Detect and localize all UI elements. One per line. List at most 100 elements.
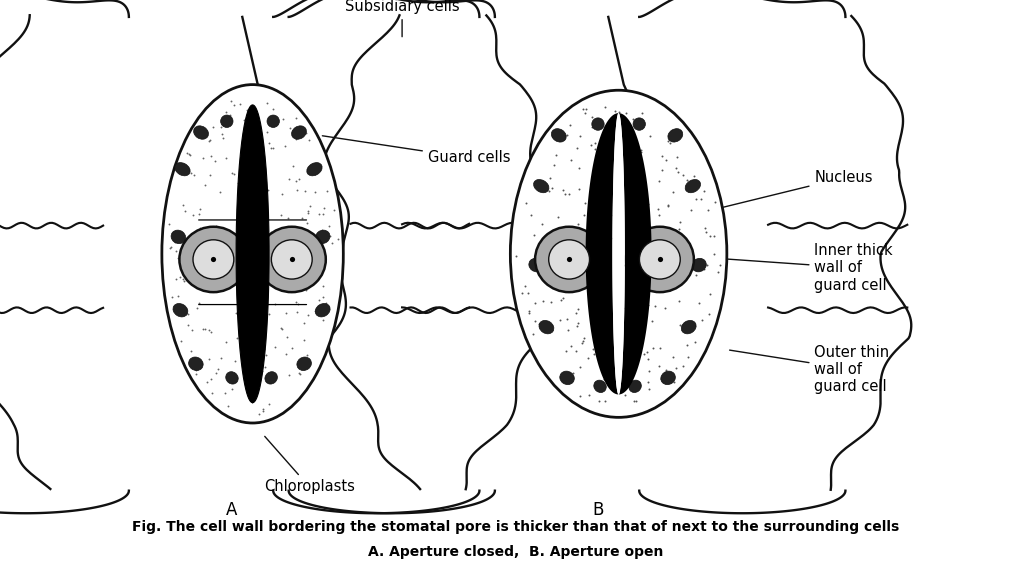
Point	[611, 385, 628, 394]
Point	[705, 232, 722, 241]
Point	[324, 239, 340, 248]
Point	[604, 342, 621, 351]
Point	[553, 230, 569, 239]
Point	[631, 121, 647, 130]
Point	[243, 175, 260, 184]
Point	[576, 210, 593, 219]
Point	[318, 298, 334, 307]
Point	[203, 389, 220, 398]
Point	[260, 185, 276, 194]
Ellipse shape	[639, 240, 680, 279]
Point	[618, 312, 634, 321]
Point	[651, 177, 667, 186]
Point	[570, 319, 587, 328]
Point	[272, 210, 289, 219]
Point	[227, 357, 243, 366]
Point	[236, 208, 253, 217]
Text: A: A	[226, 501, 238, 519]
Ellipse shape	[258, 227, 326, 292]
Point	[230, 231, 246, 240]
Point	[241, 134, 258, 143]
Point	[247, 116, 264, 125]
Point	[262, 233, 278, 243]
Point	[275, 114, 292, 124]
Point	[658, 365, 674, 374]
Point	[300, 206, 317, 215]
Point	[669, 152, 686, 161]
Point	[586, 349, 602, 358]
Point	[177, 206, 194, 215]
Point	[639, 301, 656, 310]
Point	[205, 122, 222, 131]
Point	[620, 379, 636, 388]
Point	[688, 270, 704, 279]
Ellipse shape	[534, 179, 548, 193]
Point	[559, 315, 575, 324]
Point	[527, 298, 543, 307]
Point	[660, 202, 676, 211]
Point	[619, 251, 635, 260]
Ellipse shape	[692, 258, 706, 272]
Point	[587, 145, 603, 154]
Point	[568, 346, 585, 355]
Point	[236, 265, 253, 274]
Ellipse shape	[661, 371, 675, 385]
Point	[234, 223, 251, 232]
Point	[633, 148, 650, 157]
Point	[175, 201, 192, 210]
Point	[567, 309, 584, 318]
Ellipse shape	[162, 85, 343, 423]
Point	[593, 314, 609, 323]
Point	[697, 223, 713, 232]
Point	[562, 155, 578, 164]
Point	[274, 265, 291, 274]
Point	[300, 209, 317, 218]
Point	[611, 284, 628, 293]
Polygon shape	[586, 113, 619, 394]
Point	[299, 310, 315, 319]
Ellipse shape	[668, 129, 683, 142]
Ellipse shape	[594, 380, 606, 393]
Point	[528, 250, 544, 259]
Point	[647, 301, 664, 310]
Point	[587, 215, 603, 224]
Point	[699, 261, 716, 270]
Ellipse shape	[552, 129, 566, 142]
Point	[212, 123, 229, 132]
Point	[273, 257, 290, 266]
Point	[251, 309, 267, 318]
Point	[188, 369, 204, 378]
Point	[580, 222, 597, 231]
Point	[597, 164, 613, 173]
Point	[684, 251, 700, 260]
Point	[243, 393, 260, 402]
Point	[294, 213, 310, 222]
Point	[595, 361, 611, 370]
Ellipse shape	[179, 227, 247, 292]
Point	[304, 237, 321, 246]
Point	[701, 289, 718, 298]
Point	[569, 246, 586, 255]
Point	[301, 135, 318, 144]
Point	[548, 271, 565, 280]
Point	[291, 368, 307, 377]
Point	[191, 299, 207, 308]
Ellipse shape	[315, 303, 330, 317]
Text: Outer thin
wall of
guard cell: Outer thin wall of guard cell	[730, 345, 890, 394]
Text: A. Aperture closed,  B. Aperture open: A. Aperture closed, B. Aperture open	[368, 545, 663, 558]
Point	[545, 161, 562, 170]
Point	[666, 377, 683, 386]
Point	[292, 369, 308, 378]
Point	[572, 363, 589, 372]
Point	[555, 293, 571, 302]
Ellipse shape	[173, 303, 188, 317]
Point	[667, 363, 684, 372]
Point	[176, 277, 193, 286]
Point	[696, 187, 712, 196]
Point	[627, 201, 643, 210]
Point	[651, 361, 667, 370]
Point	[311, 295, 328, 304]
Point	[288, 298, 304, 307]
Point	[248, 367, 265, 376]
Ellipse shape	[194, 126, 208, 139]
